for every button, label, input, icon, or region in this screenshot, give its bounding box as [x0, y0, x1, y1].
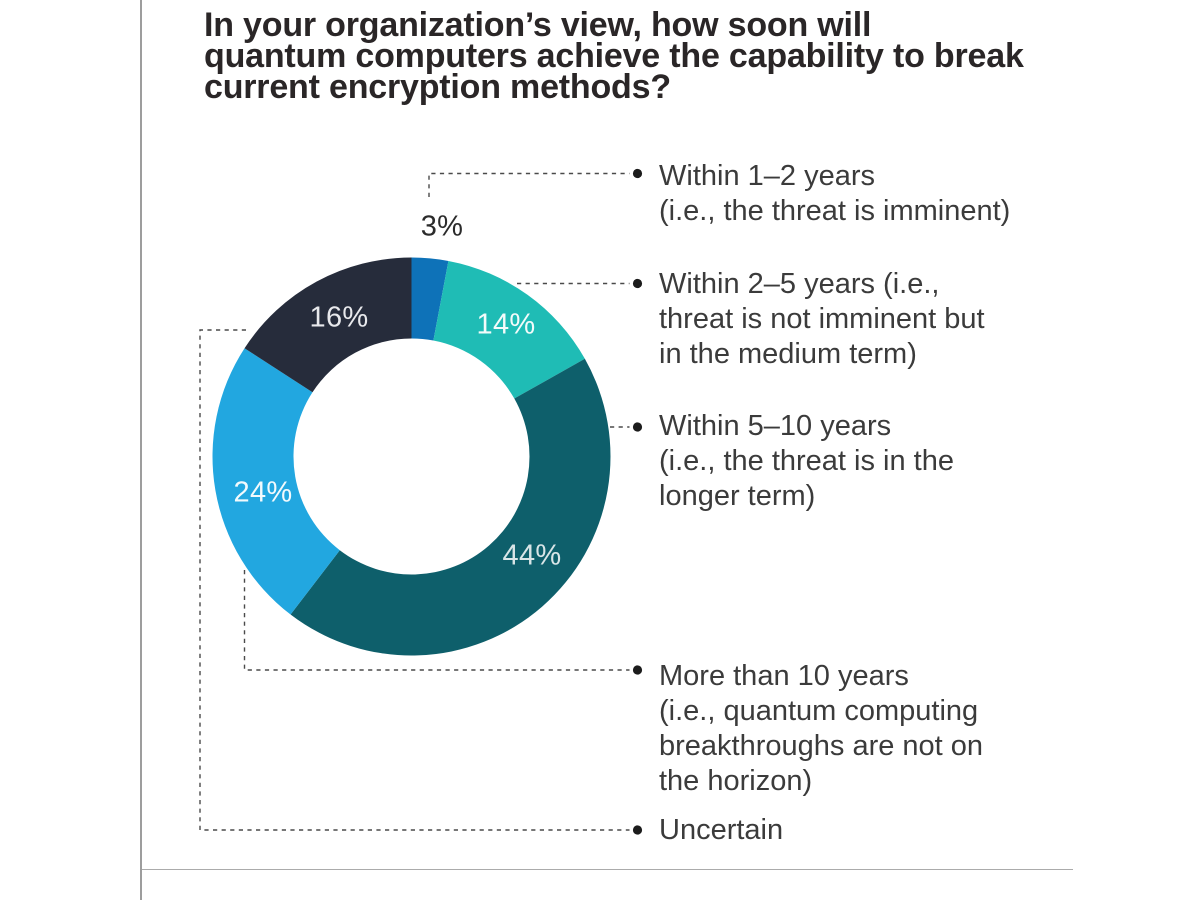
callout-line: the horizon) — [659, 764, 813, 797]
pct-label-44%: 44% — [502, 539, 562, 572]
bullet-within-1-2-years — [632, 168, 643, 179]
pct-label-3%: 3% — [420, 210, 464, 243]
callout-line: threat is not imminent but — [659, 302, 985, 335]
callout-more-than-10-years: More than 10 years (i.e., quantum comput… — [659, 659, 1059, 799]
callout-line: Within 1–2 years — [659, 159, 875, 192]
leader-line-within-1-2-years — [428, 172, 630, 197]
leader-lines — [199, 168, 643, 835]
leader-line-more-than-10-years — [243, 570, 630, 671]
page-bottom-rule — [142, 869, 1073, 871]
pct-label-14%: 14% — [476, 308, 536, 341]
page-left-rule — [140, 0, 142, 900]
bullet-within-5-10-years — [632, 422, 643, 432]
callout-uncertain: Uncertain — [659, 813, 1059, 848]
donut-slice-24% — [212, 348, 340, 615]
callout-line: More than 10 years — [659, 659, 909, 692]
leader-line-uncertain — [199, 329, 630, 831]
chart-title-line-2: quantum computers achieve the capability… — [204, 36, 1024, 75]
callout-line: (i.e., quantum computing — [659, 694, 979, 727]
donut-slice-14% — [433, 260, 585, 399]
donut-slices — [212, 257, 611, 656]
bullet-more-than-10-years — [632, 665, 643, 675]
callout-line: (i.e., the threat is imminent) — [659, 194, 1011, 227]
callout-line: Within 2–5 years (i.e., — [659, 267, 940, 300]
bullet-uncertain — [632, 825, 643, 835]
callout-line: breakthroughs are not on — [659, 729, 984, 762]
callout-line: longer term) — [659, 479, 816, 512]
bullet-within-2-5-years — [632, 278, 643, 289]
chart-title-line-3: current encryption methods? — [204, 67, 671, 106]
callout-line: Uncertain — [659, 813, 784, 846]
chart-title-line-1: In your organization’s view, how soon wi… — [204, 5, 872, 44]
callout-line: in the medium term) — [659, 337, 917, 370]
callout-within-2-5-years: Within 2–5 years (i.e., threat is not im… — [659, 267, 1059, 372]
callout-line: (i.e., the threat is in the — [659, 444, 954, 477]
callout-line: Within 5–10 years — [659, 409, 892, 442]
pct-label-24%: 24% — [233, 476, 293, 509]
donut-slice-44% — [290, 358, 611, 656]
callout-within-1-2-years: Within 1–2 years (i.e., the threat is im… — [659, 159, 1059, 229]
callout-within-5-10-years: Within 5–10 years (i.e., the threat is i… — [659, 409, 1059, 514]
chart-title: In your organization’s view, how soon wi… — [204, 5, 1104, 106]
pct-label-16%: 16% — [309, 301, 369, 334]
donut-slice-16% — [244, 257, 412, 393]
donut-slice-3% — [411, 257, 449, 341]
